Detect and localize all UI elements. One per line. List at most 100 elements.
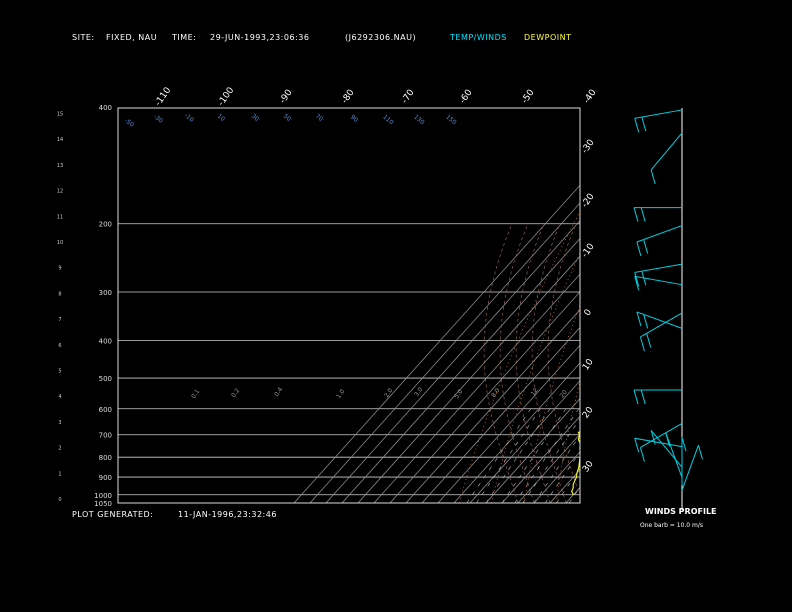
wind-barb-flag [639, 336, 645, 352]
dry-adiabat-label: -50 [123, 117, 135, 129]
mixing-ratio-line [544, 451, 580, 503]
dry-adiabat [712, 107, 771, 503]
wind-barb-shaft [634, 109, 683, 119]
isotherm-line [293, 184, 580, 503]
height-tick-label: 9 [58, 266, 61, 272]
dry-adiabat-label: -10 [183, 112, 195, 124]
isotherm-line [501, 415, 580, 503]
mixing-ratio-label: 3.0 [413, 386, 424, 398]
isotherm-label: -30 [580, 138, 597, 156]
wind-barb [636, 225, 683, 257]
isotherm-line [357, 255, 580, 503]
isotherm-label: -110 [153, 85, 173, 108]
file-id: (J6292306.NAU) [345, 33, 417, 42]
height-tick-label: 0 [58, 497, 61, 503]
height-tick-label: 5 [58, 369, 61, 375]
mixing-ratio-line [501, 408, 567, 503]
dry-adiabat-label: 70 [314, 113, 324, 123]
pressure-tick-label: 200 [99, 221, 112, 229]
wind-barb-flag [636, 311, 642, 327]
wind-barb-flag [634, 438, 640, 453]
isotherm-label: 20 [581, 405, 596, 420]
wind-barb-flag [650, 169, 656, 184]
wind-barb-shaft [634, 263, 683, 273]
wind-barb-flag [681, 437, 687, 452]
time-label: TIME: [172, 33, 197, 42]
mixing-ratio-label: 5.0 [453, 388, 464, 400]
dry-adiabat-label: 130 [412, 113, 425, 126]
wind-barb-flag [639, 447, 645, 462]
mixing-ratio-label: 2.0 [383, 387, 394, 399]
pressure-tick-label: 400 [99, 337, 112, 345]
winds-profile-note: One barb = 10.0 m/s [640, 522, 703, 529]
moist-adiabat [483, 223, 519, 503]
mixing-ratio-label: 12 [530, 387, 540, 397]
wind-barb [636, 311, 683, 329]
mixing-ratio-label: 0.1 [190, 388, 201, 400]
dry-adiabat-label: 110 [381, 113, 394, 126]
isotherm-label: -20 [580, 192, 597, 210]
isotherm-label: -40 [582, 88, 599, 106]
isotherm-line [325, 220, 580, 503]
isotherm-label: 0 [583, 307, 595, 318]
dry-adiabat [458, 210, 580, 503]
dry-adiabat-label: -30 [152, 113, 164, 125]
site-value: FIXED, NAU [106, 33, 158, 42]
wind-barb-shaft [650, 132, 683, 171]
wind-barb-shaft [640, 423, 683, 448]
isotherm-line [373, 273, 580, 503]
mixing-ratio-label: 20 [559, 389, 569, 399]
wind-barb-shaft [636, 225, 683, 243]
mixing-ratio-label: 8.0 [490, 387, 501, 399]
height-tick-label: 11 [57, 214, 63, 220]
mixing-ratio-line [485, 408, 551, 503]
dry-adiabat [523, 304, 580, 503]
mixing-ratio-label: 0.4 [273, 386, 284, 398]
pressure-tick-label: 500 [99, 375, 112, 383]
pressure-tick-label: 300 [99, 289, 112, 297]
height-tick-label: 8 [58, 291, 61, 297]
isotherm-line [565, 486, 580, 503]
dry-adiabat-label: 90 [349, 114, 359, 124]
wind-barb-shaft [640, 312, 683, 338]
pressure-tick-label: 900 [99, 474, 112, 482]
pressure-tick-label: 1050 [94, 500, 112, 508]
height-tick-label: 10 [57, 240, 63, 246]
isotherm-line [389, 291, 580, 503]
isotherm-label: -90 [278, 88, 295, 106]
background-lines [118, 107, 792, 503]
mixing-ratio-line [556, 467, 580, 503]
series-lines [571, 431, 580, 496]
isotherm-label: -80 [340, 88, 357, 106]
wind-barb-flag [643, 239, 649, 254]
dry-adiabat [683, 107, 754, 503]
isotherm-line [549, 469, 580, 503]
plot-generated-label: PLOT GENERATED: [72, 510, 154, 519]
moist-adiabat [531, 223, 567, 503]
moist-adiabat [547, 223, 580, 498]
height-tick-label: 7 [58, 317, 61, 323]
height-tick-label: 3 [58, 420, 61, 426]
isotherm-label: -70 [400, 88, 417, 106]
dry-adiabat [764, 107, 792, 503]
wind-barb-flag [633, 389, 639, 405]
isotherm-line [485, 398, 580, 503]
isotherm-label: -10 [580, 242, 597, 260]
isotherm-label: 30 [581, 459, 596, 474]
plot-generated-value: 11-JAN-1996,23:32:46 [178, 510, 277, 519]
mixing-ratio-line [522, 418, 580, 503]
wind-barb [681, 437, 687, 486]
isotherm-line [341, 238, 580, 503]
isotherm-label: -60 [458, 88, 475, 106]
wind-barb-flag [665, 432, 671, 447]
wind-barb-flag [641, 116, 647, 132]
dewpoint-legend: DEWPOINT [524, 33, 572, 42]
moist-adiabat [499, 223, 535, 503]
wind-barb [634, 437, 683, 453]
axis-labels: 4002003004005006007008009001000105015141… [57, 85, 599, 508]
wind-barb [665, 432, 683, 478]
moist-adiabat [515, 223, 551, 503]
series-line-temp-winds [579, 489, 580, 491]
wind-barb-shaft [634, 437, 683, 448]
